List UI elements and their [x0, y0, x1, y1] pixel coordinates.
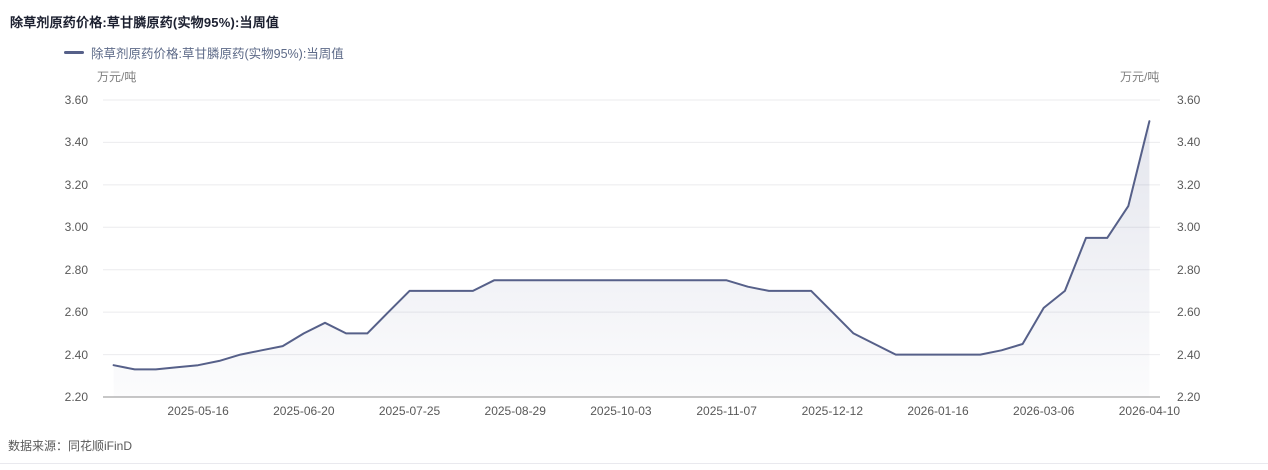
y-axis-label-left: 3.00	[64, 220, 88, 235]
y-axis-label-right: 3.60	[1177, 93, 1201, 107]
y-axis-label-left: 2.40	[64, 347, 88, 362]
legend-line-icon	[64, 50, 84, 54]
x-axis-label: 2025-06-20	[273, 404, 335, 418]
y-axis-label-left: 2.20	[64, 390, 88, 404]
x-axis-label: 2025-07-25	[378, 404, 441, 418]
y-axis-label-right: 2.20	[1177, 390, 1201, 404]
y-axis-label-left: 3.60	[64, 93, 88, 107]
x-axis-label: 2026-04-10	[1118, 404, 1181, 418]
data-source-label: 数据来源：同花顺iFinD	[8, 439, 133, 453]
y-axis-label-right: 3.40	[1177, 135, 1201, 150]
y-axis-label-right: 2.80	[1177, 262, 1201, 277]
x-axis-label: 2025-05-16	[167, 404, 229, 418]
y-axis-unit-right: 万元/吨	[1120, 70, 1160, 84]
y-axis-label-right: 2.40	[1177, 347, 1201, 362]
x-axis-label: 2025-12-12	[801, 404, 864, 418]
footer-divider	[0, 463, 1268, 464]
x-axis-label: 2026-01-16	[907, 404, 969, 418]
y-axis-label-left: 2.80	[64, 262, 88, 277]
y-axis-label-right: 3.00	[1177, 220, 1201, 235]
legend-item[interactable]: 除草剂原药价格:草甘膦原药(实物95%):当周值	[64, 44, 344, 61]
x-axis-label: 2025-08-29	[484, 404, 546, 418]
x-axis-label: 2026-03-06	[1013, 404, 1075, 418]
legend-label: 除草剂原药价格:草甘膦原药(实物95%):当周值	[91, 46, 344, 61]
y-axis-label-left: 2.60	[64, 305, 88, 320]
chart-title: 除草剂原药价格:草甘膦原药(实物95%):当周值	[10, 15, 280, 30]
y-axis-unit-left: 万元/吨	[97, 70, 137, 84]
y-axis-label-right: 3.20	[1177, 177, 1201, 192]
y-axis-label-left: 3.40	[64, 135, 88, 150]
series-area-fill	[113, 121, 1150, 397]
y-axis-label-right: 2.60	[1177, 305, 1201, 320]
x-axis-label: 2025-11-07	[696, 404, 757, 418]
y-axis-label-left: 3.20	[64, 177, 88, 192]
x-axis-label: 2025-10-03	[590, 404, 652, 418]
series-line	[112, 120, 1151, 371]
